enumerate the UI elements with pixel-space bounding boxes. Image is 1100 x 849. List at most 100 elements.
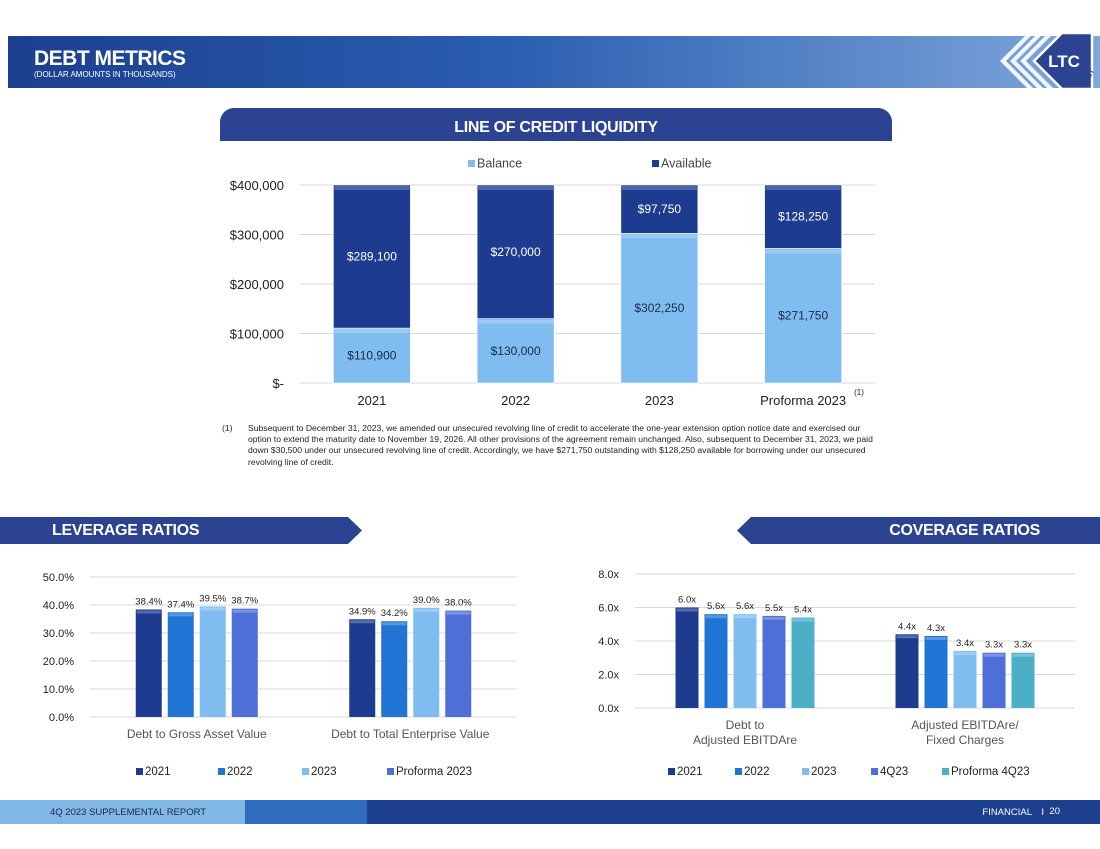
legend-swatch-2023 [302, 768, 309, 775]
bar-proforma-4q23-adjusted-ebitdare [1011, 652, 1035, 708]
bar-highlight [136, 610, 161, 614]
y-tick-label: $200,000 [230, 277, 284, 292]
bar-2022-debt-to-gross-asset-value [167, 612, 194, 717]
data-label-2021: 38.4% [135, 596, 162, 607]
footnote-text: Subsequent to December 31, 2023, we amen… [248, 423, 873, 467]
data-label-available-proforma-2023: $128,250 [778, 210, 828, 224]
legend-swatch-2022 [735, 768, 742, 775]
y-tick-label: 0.0x [598, 703, 619, 715]
data-label-2022: 5.6x [707, 601, 725, 612]
legend-swatch-balance [468, 160, 475, 167]
x-tick-label-debt-to-total-enterprise-value: Debt to Total Enterprise Value [331, 727, 490, 741]
y-tick-label: $100,000 [230, 327, 284, 342]
bar-2023-debt-to-gross-asset-value [199, 606, 226, 717]
legend-label-2023: 2023 [811, 766, 837, 778]
bar-highlight [676, 608, 698, 612]
bar-highlight [168, 613, 193, 617]
legend-swatch-2022 [218, 768, 225, 775]
bar-proforma-2023-debt-to-total-enterprise-value [445, 610, 472, 717]
data-label-available-2022: $270,000 [491, 245, 541, 259]
data-label-available-2021: $289,100 [347, 250, 397, 264]
x-tick-label-proforma-2023: Proforma 2023 [760, 393, 846, 408]
legend-label-2021: 2021 [677, 766, 703, 778]
bar-highlight [765, 249, 841, 254]
data-label-balance-2023: $302,250 [634, 301, 684, 315]
x-tick-label-debt-to: Debt to [726, 718, 765, 732]
bar-2021-debt-to-gross-asset-value [135, 609, 162, 717]
x-tick-label-debt-to: Adjusted EBITDAre [693, 733, 797, 747]
leverage-ratios-chart: 0.0% 10.0% 20.0% 30.0% 40.0% 50.0% 38.4% 37.4% 3… [43, 572, 517, 778]
bar-2021-adjusted-ebitdare [895, 634, 919, 708]
y-tick-label: 10.0% [43, 684, 74, 696]
bar-highlight [414, 608, 439, 612]
legend-swatch-proforma-4q23 [942, 768, 949, 775]
legend-swatch-2021 [136, 768, 143, 775]
data-label-balance-2022: $130,000 [491, 344, 541, 358]
y-tick-label: $400,000 [230, 178, 284, 193]
data-label-4q23: 5.5x [765, 603, 783, 614]
y-tick-label: 2.0x [598, 670, 619, 682]
line-of-credit-chart: Balance Available $- $100,000 $200,000 $300,0… [230, 157, 875, 408]
leverage-banner: LEVERAGE RATIOS [0, 517, 362, 544]
y-tick-label: 50.0% [43, 572, 74, 584]
legend-swatch-available [652, 160, 659, 167]
footer-page-number: 20 [1049, 806, 1060, 817]
bar-2023-debt-to [733, 614, 757, 708]
page-title: DEBT METRICS [34, 47, 186, 70]
ltc-logo: LTC REIT [1000, 31, 1097, 91]
bar-highlight [954, 652, 976, 656]
bar-balance-2022 [476, 318, 555, 384]
logo-text: LTC [1048, 52, 1080, 71]
data-label-2022: 4.3x [927, 623, 945, 634]
legend-swatch-proforma-2023 [387, 768, 394, 775]
leverage-banner-label: LEVERAGE RATIOS [52, 522, 200, 539]
bar-2022-adjusted-ebitdare [924, 635, 948, 708]
x-tick-label-2022: 2022 [501, 393, 530, 408]
data-label-proforma-4q23: 3.3x [1014, 640, 1032, 651]
bar-available-2022 [476, 184, 555, 319]
bar-2021-debt-to [675, 607, 699, 708]
y-tick-label: 8.0x [598, 569, 619, 581]
data-label-proforma-2023: 38.7% [231, 596, 258, 607]
data-label-4q23: 3.3x [985, 640, 1003, 651]
bar-highlight [765, 186, 841, 190]
coverage-banner: COVERAGE RATIOS [737, 517, 1100, 544]
bar-balance-2021 [333, 327, 411, 384]
coverage-ratios-chart: 0.0x 2.0x 4.0x 6.0x 8.0x 6.0x 5.6x 5.6x 5.5x 5.4x… [598, 569, 1075, 778]
y-tick-label: 0.0% [49, 712, 74, 724]
bar-highlight [334, 186, 410, 190]
page-header: DEBT METRICS (DOLLAR AMOUNTS IN THOUSAND… [8, 36, 1100, 88]
bar-highlight [792, 618, 814, 622]
bar-2022-debt-to-total-enterprise-value [381, 621, 408, 717]
x-tick-label-2023: 2023 [645, 393, 674, 408]
bar-highlight [446, 611, 471, 615]
bar-highlight [232, 609, 257, 613]
y-tick-label: $300,000 [230, 228, 284, 243]
bar-highlight [896, 635, 918, 639]
bar-highlight [763, 616, 785, 620]
bar-proforma-4q23-debt-to [791, 617, 815, 708]
bar-balance-2023 [620, 233, 699, 384]
y-tick-label: 40.0% [43, 600, 74, 612]
bar-available-2023 [620, 184, 699, 234]
data-label-2021: 34.9% [349, 606, 376, 617]
loc-banner: LINE OF CREDIT LIQUIDITY [220, 108, 892, 141]
legend-label-2021: 2021 [145, 766, 171, 778]
bar-highlight [382, 622, 407, 626]
y-tick-label: $- [272, 376, 284, 391]
legend-label-available: Available [661, 157, 712, 171]
x-tick-label-debt-to-gross-asset-value: Debt to Gross Asset Value [127, 727, 267, 741]
footer-report-name: 4Q 2023 SUPPLEMENTAL REPORT [50, 807, 207, 818]
legend-swatch-2023 [802, 768, 809, 775]
x-tick-label-2021: 2021 [357, 393, 386, 408]
legend-label-balance: Balance [477, 157, 522, 171]
bar-highlight [478, 186, 554, 190]
page-subtitle: (DOLLAR AMOUNTS IN THOUSANDS) [34, 70, 176, 79]
footer-separator: I [1041, 807, 1044, 818]
bar-highlight [621, 186, 697, 190]
data-label-proforma-2023: 38.0% [445, 598, 472, 609]
coverage-banner-label: COVERAGE RATIOS [889, 522, 1040, 539]
bar-2022-debt-to [704, 614, 728, 708]
footnote-marker: (1) [222, 423, 233, 433]
data-label-balance-2021: $110,900 [347, 349, 396, 363]
